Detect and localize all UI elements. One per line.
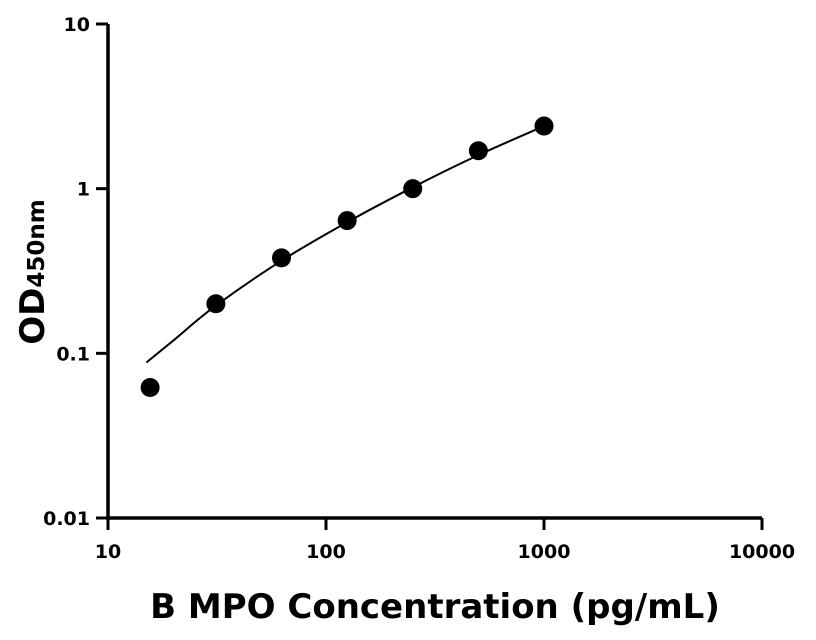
y-tick-label: 1	[77, 179, 90, 201]
x-tick-label: 10	[95, 541, 121, 563]
fit-curve	[145, 125, 545, 364]
data-point	[403, 179, 423, 199]
x-tick-label: 100	[306, 541, 346, 563]
y-axis-title-main: OD	[13, 288, 53, 345]
data-point	[337, 211, 357, 231]
x-axis-title: B MPO Concentration (pg/mL)	[150, 587, 720, 627]
x-tick-label: 1000	[518, 541, 571, 563]
data-point	[140, 378, 160, 398]
y-ticks: 0.01 0.1 1 10	[43, 14, 108, 530]
y-tick-label: 0.1	[56, 343, 90, 365]
y-axis-title-sub: 450nm	[24, 199, 50, 287]
data-point	[272, 248, 292, 268]
x-tick-label: 10000	[729, 541, 795, 563]
axes	[106, 24, 762, 520]
y-tick-label: 0.01	[43, 508, 90, 530]
data-point	[468, 141, 488, 161]
data-point	[206, 294, 226, 314]
y-tick-label: 10	[64, 14, 90, 36]
data-points	[140, 116, 554, 398]
data-point	[534, 116, 554, 136]
y-axis-title: OD450nm	[13, 199, 53, 345]
x-ticks: 10 100 1000 10000	[95, 518, 795, 563]
